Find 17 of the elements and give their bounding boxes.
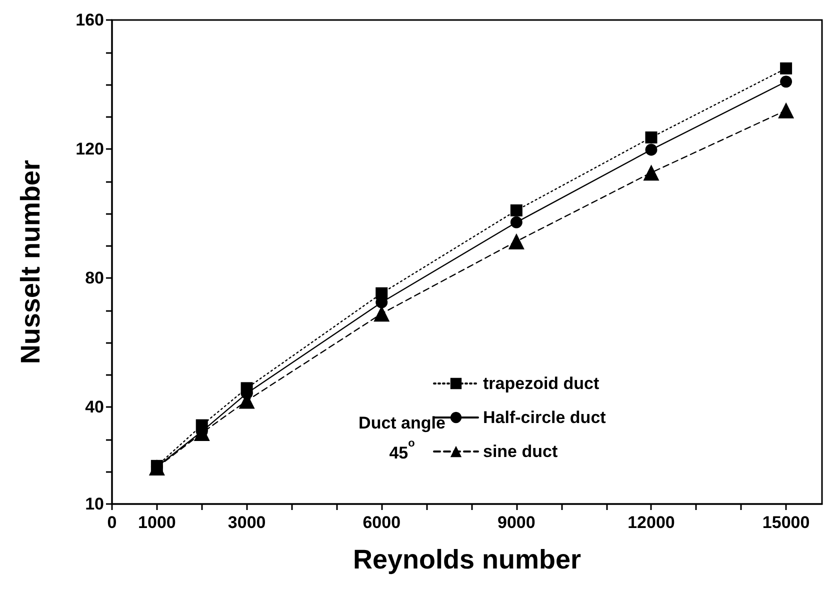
legend-label: trapezoid duct bbox=[483, 374, 600, 393]
legend-label: Half-circle duct bbox=[483, 408, 606, 427]
x-tick-label: 15000 bbox=[762, 513, 810, 532]
x-tick-label: 12000 bbox=[628, 513, 675, 532]
x-tick-label: 1000 bbox=[138, 513, 176, 532]
x-tick-label: 6000 bbox=[362, 513, 401, 532]
x-tick-label: 0 bbox=[107, 513, 117, 532]
y-tick-label: 160 bbox=[76, 10, 104, 30]
y-tick-label: 80 bbox=[85, 268, 104, 288]
y-tick-label: 120 bbox=[76, 140, 104, 159]
y-tick-label: 40 bbox=[85, 398, 104, 417]
x-tick-label: 9000 bbox=[498, 513, 536, 532]
y-axis-title: Nusselt number bbox=[16, 159, 46, 364]
x-tick-label: 3000 bbox=[228, 513, 266, 532]
legend-label: sine duct bbox=[483, 442, 558, 461]
x-axis-title: Reynolds number bbox=[352, 544, 582, 574]
y-tick-label: 10 bbox=[85, 494, 104, 514]
